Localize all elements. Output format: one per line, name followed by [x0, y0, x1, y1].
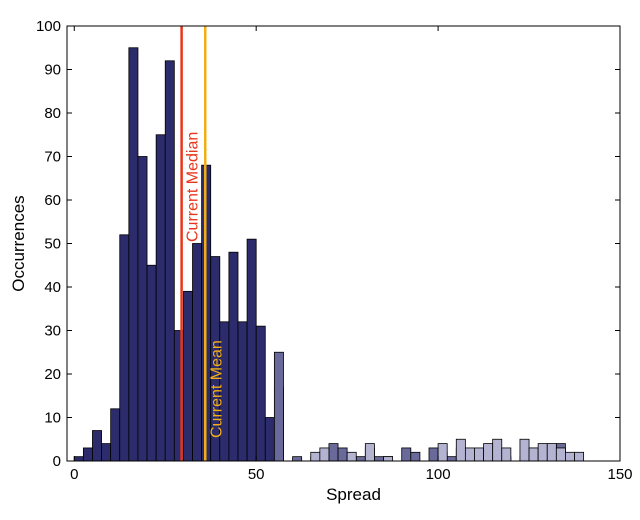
- bar-tertiary-80: [364, 443, 375, 462]
- bar-primary-7.5: [101, 443, 112, 462]
- ticks-layer: 0 50 100 150 0 10 20 30 40 50 60 70 80 90 100: [36, 18, 633, 483]
- x-tick-label: 150: [607, 466, 632, 483]
- bar-tertiary-127.5: [537, 443, 548, 462]
- bar-tertiary-67.5: [319, 447, 330, 462]
- bar-tertiary-105: [455, 438, 466, 462]
- reference-line-label-median: Current Median: [185, 132, 202, 242]
- bar-primary-10: [110, 408, 121, 462]
- bar-tertiary-137.5: [574, 451, 585, 462]
- bar-tertiary-115: [492, 438, 503, 462]
- bar-secondary-70: [328, 443, 339, 462]
- x-tick-label: 0: [70, 466, 78, 483]
- bar-tertiary-85: [383, 456, 394, 462]
- bar-tertiary-125: [528, 447, 539, 462]
- y-tick-label: 20: [44, 366, 61, 383]
- bar-primary-47.5: [246, 238, 257, 462]
- x-tick-label: 100: [426, 466, 451, 483]
- bar-primary-42.5: [228, 251, 239, 462]
- y-tick-label: 90: [44, 62, 61, 79]
- bar-primary-12.5: [119, 234, 130, 462]
- bar-primary-30: [183, 290, 193, 462]
- bar-primary-52.5: [264, 417, 275, 462]
- bar-tertiary-112.5: [483, 443, 494, 462]
- bar-tertiary-132.5: [555, 447, 566, 462]
- bar-secondary-77.5: [355, 456, 366, 462]
- bar-tertiary-100: [437, 443, 448, 462]
- bar-primary-17.5: [137, 156, 148, 462]
- bar-secondary-55: [273, 351, 284, 462]
- bar-secondary-97.5: [428, 447, 439, 462]
- bar-primary-32.5: [192, 243, 203, 462]
- bar-primary-5: [92, 430, 102, 462]
- x-tick-label: 50: [248, 466, 265, 483]
- y-tick-label: 60: [44, 192, 61, 209]
- bar-primary-22.5: [155, 134, 166, 462]
- bar-tertiary-130: [546, 443, 557, 462]
- y-axis-label: Occurrences: [9, 195, 28, 291]
- y-tick-label: 30: [44, 323, 61, 340]
- bar-tertiary-122.5: [519, 438, 530, 462]
- bar-primary-15: [128, 47, 139, 462]
- bar-primary-20: [146, 264, 157, 462]
- bar-secondary-102.5: [446, 456, 457, 462]
- y-tick-label: 80: [44, 105, 61, 122]
- bar-primary-25: [164, 60, 175, 462]
- bar-tertiary-107.5: [464, 447, 475, 462]
- bar-secondary-82.5: [374, 456, 384, 462]
- bar-secondary-60: [292, 456, 303, 462]
- reference-lines-layer: Current Median Current Mean: [180, 26, 225, 461]
- y-tick-label: 70: [44, 149, 61, 166]
- bar-tertiary-135: [565, 451, 575, 462]
- reference-line-label-mean: Current Mean: [208, 340, 225, 438]
- y-tick-label: 0: [53, 453, 61, 470]
- bar-primary-0: [73, 456, 84, 462]
- bar-tertiary-110: [474, 447, 484, 462]
- bar-primary-50: [255, 325, 266, 462]
- bar-primary-45: [237, 321, 248, 462]
- bar-secondary-92.5: [410, 451, 421, 462]
- y-tick-label: 10: [44, 410, 61, 427]
- bar-primary-2.5: [82, 447, 93, 462]
- y-tick-label: 40: [44, 279, 61, 296]
- bar-tertiary-65: [310, 451, 321, 462]
- bars-layer: [73, 47, 585, 462]
- x-axis-label: Spread: [326, 485, 381, 504]
- bar-secondary-90: [401, 447, 412, 462]
- bar-tertiary-117.5: [501, 447, 512, 462]
- y-tick-label: 50: [44, 236, 61, 253]
- bar-secondary-72.5: [337, 447, 348, 462]
- bar-tertiary-75: [346, 451, 357, 462]
- y-tick-label: 100: [36, 18, 61, 35]
